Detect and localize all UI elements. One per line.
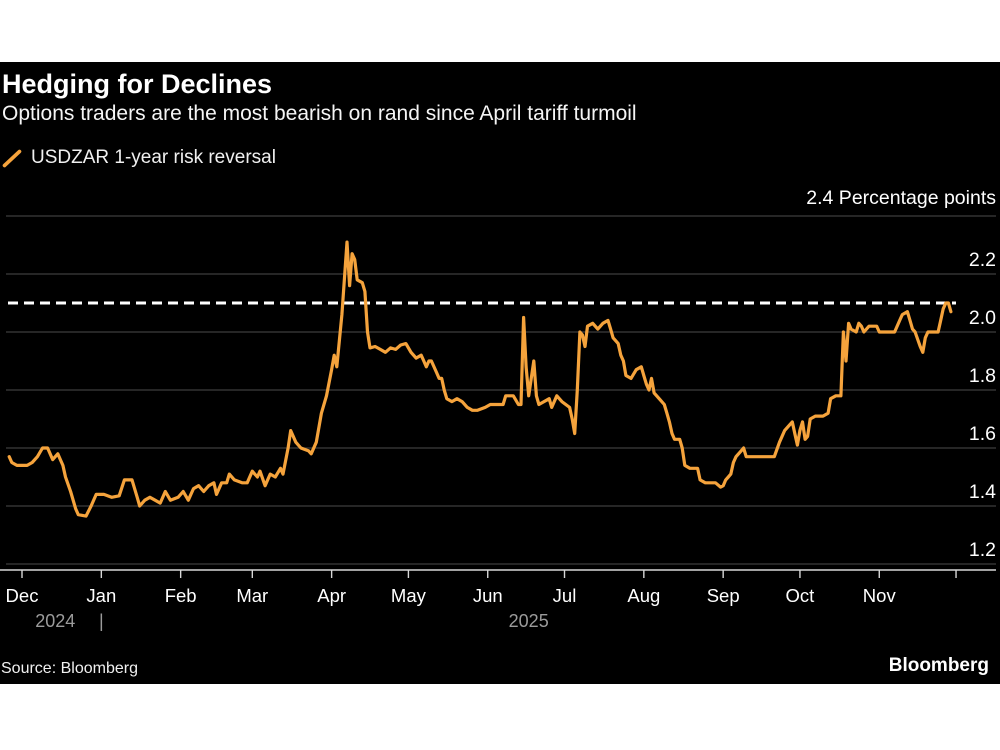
y-gridlines bbox=[6, 215, 996, 565]
y-tick-label: 2.0 bbox=[969, 307, 996, 329]
y-axis-labels: 2.2 2.0 1.8 1.6 1.4 1.2 bbox=[969, 249, 996, 561]
month-label: Sep bbox=[707, 585, 740, 606]
y-tick-label: 2.2 bbox=[969, 249, 996, 271]
page-title: Hedging for Declines bbox=[2, 69, 273, 99]
month-label: Jun bbox=[473, 585, 503, 606]
y-tick-label: 1.2 bbox=[969, 539, 996, 561]
month-label: Apr bbox=[317, 585, 346, 606]
legend-label: USDZAR 1-year risk reversal bbox=[31, 147, 276, 168]
chart-panel: Hedging for Declines Options traders are… bbox=[0, 62, 1000, 684]
month-label: Oct bbox=[786, 585, 815, 606]
month-label: Nov bbox=[863, 585, 897, 606]
y-axis-unit-label: 2.4 Percentage points bbox=[806, 187, 996, 209]
year-label: 2024 bbox=[35, 611, 75, 631]
source-note: Source: Bloomberg bbox=[1, 660, 138, 677]
month-label: May bbox=[391, 585, 427, 606]
x-month-labels: Dec Jan Feb Mar Apr May Jun Jul Aug Sep Oct Nov bbox=[6, 585, 897, 606]
bloomberg-logo: Bloomberg bbox=[888, 655, 989, 676]
month-label: Jul bbox=[553, 585, 577, 606]
orange-slash-icon bbox=[2, 149, 22, 167]
month-label: Aug bbox=[627, 585, 660, 606]
year-label: 2025 bbox=[509, 611, 549, 631]
series-line-usdzar-risk-reversal bbox=[7, 240, 953, 518]
month-label: Dec bbox=[6, 585, 39, 606]
month-label: Feb bbox=[165, 585, 197, 606]
month-label: Jan bbox=[86, 585, 116, 606]
risk-reversal-chart: Dec Jan Feb Mar Apr May Jun Jul Aug Sep Oct Nov 2024… bbox=[0, 187, 996, 631]
x-axis bbox=[0, 569, 996, 578]
month-label: Mar bbox=[236, 585, 268, 606]
y-tick-label: 1.6 bbox=[969, 423, 996, 445]
x-year-labels: 2024 2025 | bbox=[35, 611, 548, 631]
chart-subtitle: Options traders are the most bearish on … bbox=[2, 102, 637, 125]
legend: USDZAR 1-year risk reversal bbox=[2, 147, 276, 169]
y-tick-label: 1.8 bbox=[969, 365, 996, 387]
year-divider: | bbox=[99, 611, 104, 631]
y-tick-label: 1.4 bbox=[969, 481, 996, 503]
